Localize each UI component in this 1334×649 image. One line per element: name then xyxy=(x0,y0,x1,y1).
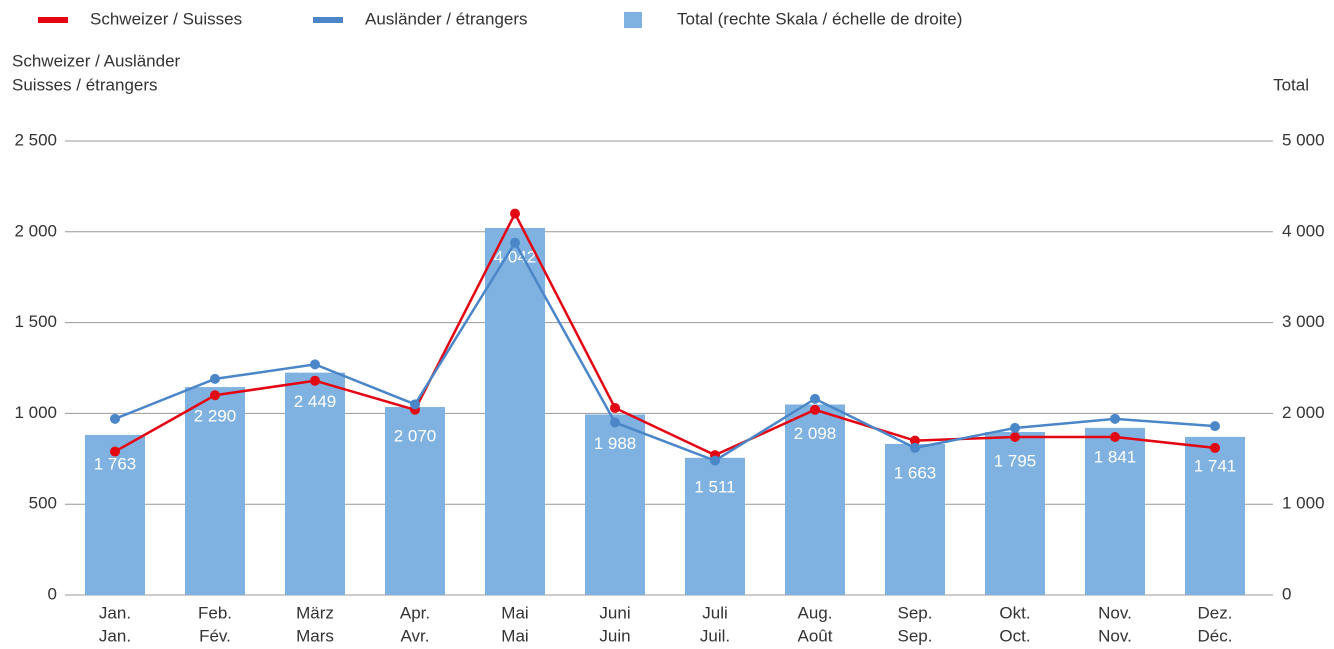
bar xyxy=(685,457,745,595)
bar xyxy=(1185,436,1245,595)
legend-label: Ausländer / étrangers xyxy=(365,9,528,28)
legend-label: Schweizer / Suisses xyxy=(90,9,242,28)
data-label: 2 449 xyxy=(294,392,337,411)
bar xyxy=(385,407,445,595)
x-tick-label: März xyxy=(296,603,334,622)
data-label: 1 741 xyxy=(1194,456,1237,475)
data-label: 1 795 xyxy=(994,451,1037,470)
x-tick-label: Juni xyxy=(599,603,630,622)
point xyxy=(610,402,620,413)
point xyxy=(1110,432,1120,443)
point xyxy=(410,399,420,410)
y2-tick-label: 2 000 xyxy=(1282,403,1325,422)
x-tick-label: Déc. xyxy=(1198,626,1233,645)
x-tick-label: Aug. xyxy=(798,603,833,622)
y-tick-label: 0 xyxy=(48,584,57,603)
point xyxy=(810,393,820,404)
y2-tick-label: 5 000 xyxy=(1282,130,1325,149)
point xyxy=(310,375,320,386)
point xyxy=(810,404,820,415)
x-tick-label: Août xyxy=(798,626,833,645)
point xyxy=(1210,442,1220,453)
x-tick-label: Jan. xyxy=(99,603,131,622)
x-tick-label: Nov. xyxy=(1098,603,1132,622)
bar xyxy=(285,372,345,595)
bar xyxy=(185,387,245,595)
x-tick-label: Apr. xyxy=(400,603,430,622)
y2-tick-label: 3 000 xyxy=(1282,312,1325,331)
data-label: 2 070 xyxy=(394,427,437,446)
point xyxy=(210,373,220,384)
line xyxy=(114,240,1216,463)
x-tick-label: Mai xyxy=(501,626,528,645)
point xyxy=(310,359,320,370)
x-tick-label: Jan. xyxy=(99,626,131,645)
data-label: 2 098 xyxy=(794,424,837,443)
data-label: 1 511 xyxy=(694,477,735,496)
x-tick-label: Juli xyxy=(702,603,728,622)
data-label: 1 988 xyxy=(594,434,637,453)
x-tick-label: Juin xyxy=(599,626,630,645)
y-tick-label: 2 500 xyxy=(14,130,57,149)
x-tick-label: Dez. xyxy=(1198,603,1233,622)
y2-tick-label: 1 000 xyxy=(1282,494,1325,513)
legend-swatch xyxy=(38,17,68,23)
data-label: 1 663 xyxy=(894,463,937,482)
point xyxy=(210,390,220,401)
x-tick-label: Juil. xyxy=(700,626,730,645)
data-label: 1 763 xyxy=(94,454,137,473)
bar xyxy=(785,404,845,595)
x-tick-label: Avr. xyxy=(401,626,430,645)
point xyxy=(510,237,520,248)
point xyxy=(910,435,920,446)
x-tick-label: Sep. xyxy=(898,603,933,622)
point xyxy=(910,442,920,453)
x-tick-label: Sep. xyxy=(898,626,933,645)
x-tick-label: Mars xyxy=(296,626,334,645)
y-tick-label: 500 xyxy=(29,494,57,513)
x-tick-label: Mai xyxy=(501,603,528,622)
x-tick-label: Fév. xyxy=(199,626,231,645)
bar xyxy=(1085,427,1145,595)
y2-tick-label: 4 000 xyxy=(1282,221,1325,240)
y-tick-label: 2 000 xyxy=(14,221,57,240)
y2-tick-label: 0 xyxy=(1282,584,1291,603)
y-tick-label: 1 000 xyxy=(14,403,57,422)
point xyxy=(110,446,120,457)
point xyxy=(710,455,720,466)
bar xyxy=(885,443,945,595)
data-label: 4 042 xyxy=(494,247,537,266)
point xyxy=(510,208,520,219)
y2-axis-title: Total xyxy=(1273,75,1309,94)
legend-swatch xyxy=(313,17,343,23)
point xyxy=(610,417,620,428)
point xyxy=(1010,432,1020,443)
point xyxy=(110,413,120,424)
legend-swatch xyxy=(624,12,642,28)
x-tick-label: Feb. xyxy=(198,603,232,622)
x-tick-label: Nov. xyxy=(1098,626,1132,645)
y-axis-title: Suisses / étrangers xyxy=(12,75,158,94)
legend-label: Total (rechte Skala / échelle de droite) xyxy=(677,9,962,28)
x-tick-label: Oct. xyxy=(999,626,1030,645)
point xyxy=(1210,421,1220,432)
point xyxy=(1110,413,1120,424)
data-label: 2 290 xyxy=(194,407,237,426)
bar xyxy=(85,434,145,595)
point xyxy=(1010,422,1020,433)
y-axis-title: Schweizer / Ausländer xyxy=(12,51,181,70)
bar xyxy=(485,227,545,596)
bar xyxy=(985,432,1045,595)
y-tick-label: 1 500 xyxy=(14,312,57,331)
bar xyxy=(585,414,645,595)
data-label: 1 841 xyxy=(1094,447,1137,466)
x-tick-label: Okt. xyxy=(999,603,1030,622)
line xyxy=(114,210,1216,457)
